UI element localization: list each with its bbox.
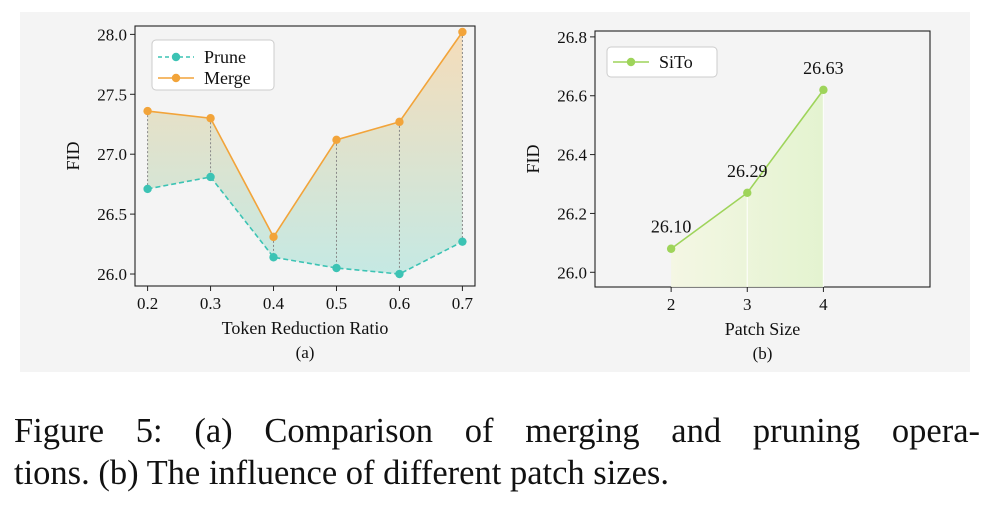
merge-point: [269, 232, 278, 242]
merge-point: [458, 27, 467, 37]
prune-point: [143, 184, 152, 194]
caption-line-2: tions. (b) The influence of different pa…: [14, 454, 669, 492]
y-tick-label: 26.5: [97, 205, 127, 224]
y-tick-label: 26.6: [557, 87, 587, 106]
chart-a-token-reduction: 26.0 26.5 27.0 27.5 28.0 0.2 0.3 0.4 0.5 0.6 0.7 To…: [63, 25, 476, 362]
prune-point: [395, 269, 404, 279]
x-axis-label: Patch Size: [725, 319, 800, 339]
caption-line-1: Figure 5: (a) Comparison of merging and …: [14, 412, 980, 450]
x-tick-label: 4: [819, 295, 828, 314]
merge-point: [395, 117, 404, 127]
y-tick-label: 27.5: [97, 85, 127, 104]
figure-caption: Figure 5: (a) Comparison of merging and …: [14, 410, 980, 494]
x-tick-label: 3: [743, 295, 752, 314]
prune-point: [332, 263, 341, 273]
prune-legend-marker: [171, 52, 181, 62]
y-tick-label: 26.8: [557, 28, 587, 47]
x-tick-label: 0.2: [137, 294, 158, 313]
legend-box: [606, 46, 718, 78]
prune-legend-label: Prune: [204, 47, 246, 67]
area-between-series: [147, 31, 463, 275]
x-tick-label: 0.4: [263, 294, 285, 313]
x-tick-label: 0.3: [200, 294, 221, 313]
sito-point: [666, 244, 676, 253]
merge-legend-marker: [171, 73, 181, 83]
merge-series-line: [147, 31, 464, 239]
y-tick-label: 26.0: [557, 263, 587, 282]
merge-point: [206, 114, 215, 123]
merge-point: [332, 135, 341, 145]
y-axis-label: FID: [63, 141, 83, 170]
sito-data-label: 26.29: [727, 161, 768, 181]
sito-area-fill: [671, 89, 824, 287]
y-axis-label: FID: [523, 144, 543, 173]
sito-point: [819, 85, 828, 95]
panel-label: (b): [753, 344, 773, 363]
chart-b-patch-size: 26.0 26.2 26.4 26.6 26.8 2 3 4 Patch Size FID (b) 2…: [523, 28, 931, 363]
sito-point: [743, 188, 752, 198]
prune-point: [458, 237, 467, 246]
x-tick-label: 2: [667, 295, 676, 314]
plot-frame: [134, 25, 476, 287]
sito-legend-marker: [626, 57, 636, 67]
prune-point: [206, 172, 215, 182]
sito-data-label: 26.10: [651, 217, 692, 237]
y-tick-label: 26.0: [97, 265, 127, 284]
y-tick-label: 26.4: [557, 146, 587, 165]
merge-point: [143, 106, 152, 116]
x-tick-label: 0.6: [389, 294, 410, 313]
x-tick-label: 0.7: [452, 294, 474, 313]
x-tick-label: 0.5: [326, 294, 347, 313]
merge-legend-label: Merge: [204, 68, 251, 88]
figure-charts: 26.0 26.5 27.0 27.5 28.0 0.2 0.3 0.4 0.5 0.6 0.7 To…: [63, 25, 931, 363]
sito-data-label: 26.63: [803, 58, 844, 78]
prune-point: [269, 253, 278, 262]
panel-label: (a): [296, 343, 315, 362]
y-tick-label: 26.2: [557, 204, 587, 223]
sito-legend-label: SiTo: [659, 52, 693, 72]
x-axis-label: Token Reduction Ratio: [222, 318, 389, 338]
y-tick-label: 28.0: [97, 25, 127, 44]
y-tick-label: 27.0: [97, 145, 127, 164]
prune-series-line: [147, 176, 463, 275]
